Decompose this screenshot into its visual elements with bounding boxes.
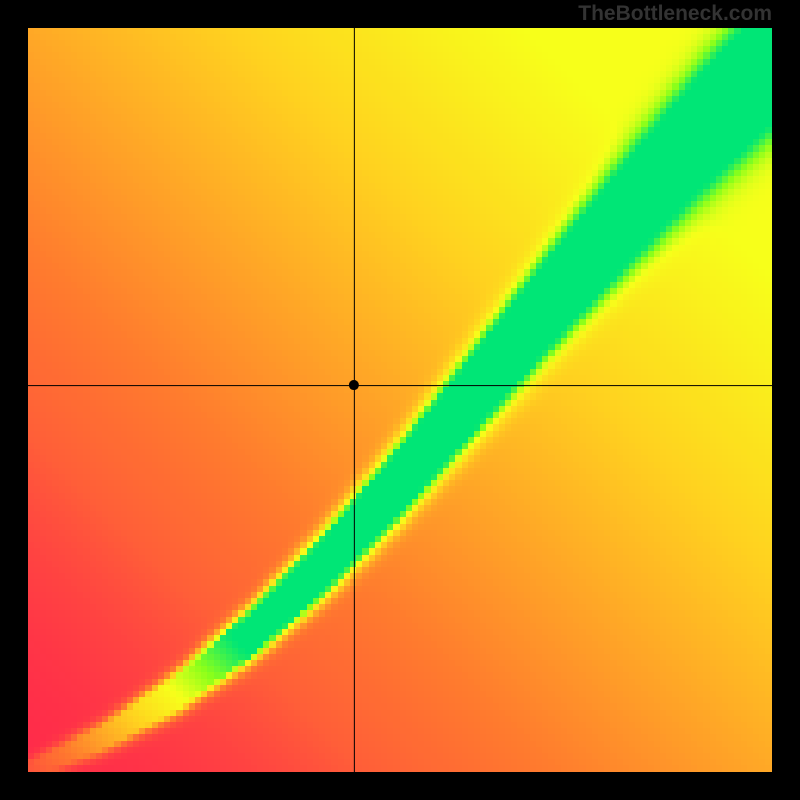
watermark-text: TheBottleneck.com [578,2,772,26]
bottleneck-heatmap [28,28,772,772]
heatmap-canvas [28,28,772,772]
